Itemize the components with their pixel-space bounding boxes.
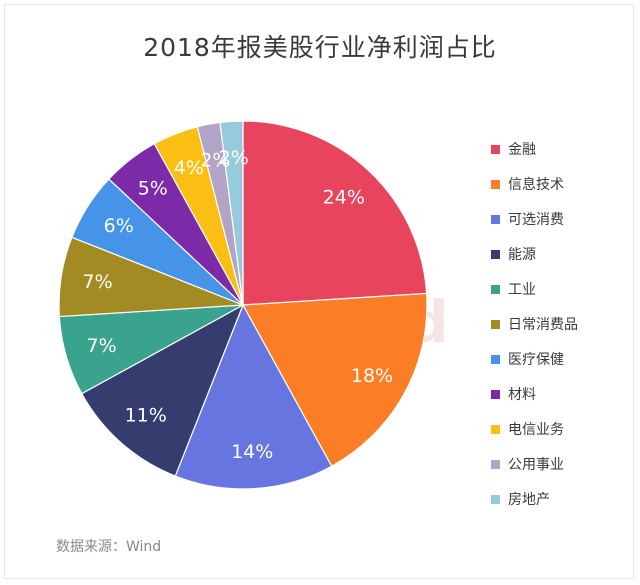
pie-data-label-3: 14% xyxy=(231,441,273,463)
pie-slice-4 xyxy=(80,303,245,477)
legend-label: 日常消费品 xyxy=(508,317,578,333)
chart-legend: 金融信息技术可选消费能源工业日常消费品医疗保健材料电信业务公用事业房地产 xyxy=(491,140,578,525)
pie-data-label-5: 7% xyxy=(87,335,117,357)
legend-label: 电信业务 xyxy=(508,422,564,438)
chart-title: 2018年报美股行业净利润占比 xyxy=(143,33,497,62)
pie-data-label-6: 7% xyxy=(83,271,113,293)
legend-swatch xyxy=(491,390,500,399)
legend-label: 信息技术 xyxy=(508,177,564,193)
legend-swatch xyxy=(491,425,500,434)
legend-item-8: 材料 xyxy=(491,385,578,420)
legend-swatch xyxy=(491,285,500,294)
legend-label: 能源 xyxy=(508,247,536,263)
pie-slice-1 xyxy=(242,120,428,306)
legend-item-9: 电信业务 xyxy=(491,420,578,455)
pie-data-label-7: 6% xyxy=(104,215,134,237)
legend-item-2: 信息技术 xyxy=(491,175,578,210)
legend-item-7: 医疗保健 xyxy=(491,350,578,385)
legend-item-5: 工业 xyxy=(491,280,578,315)
legend-swatch xyxy=(491,145,500,154)
legend-label: 材料 xyxy=(508,387,536,403)
legend-item-4: 能源 xyxy=(491,245,578,280)
pie-data-label-10: 2% xyxy=(200,149,230,171)
legend-label: 公用事业 xyxy=(508,457,564,473)
pie-data-label-2: 18% xyxy=(351,365,393,387)
legend-item-6: 日常消费品 xyxy=(491,315,578,350)
legend-label: 金融 xyxy=(508,142,536,158)
legend-swatch xyxy=(491,250,500,259)
legend-swatch xyxy=(491,495,500,504)
source-note: 数据来源：Wind xyxy=(56,539,162,555)
pie-slice-11 xyxy=(219,120,244,306)
pie-data-label-1: 24% xyxy=(323,187,365,209)
legend-swatch xyxy=(491,320,500,329)
pie-data-label-4: 11% xyxy=(125,404,167,426)
legend-item-1: 金融 xyxy=(491,140,578,175)
legend-label: 可选消费 xyxy=(508,212,564,228)
legend-swatch xyxy=(491,460,500,469)
pie-data-label-11: 2% xyxy=(219,147,249,169)
pie-data-label-8: 5% xyxy=(138,178,168,200)
legend-swatch xyxy=(491,180,500,189)
legend-label: 工业 xyxy=(508,282,536,298)
legend-item-10: 公用事业 xyxy=(491,455,578,490)
legend-label: 医疗保健 xyxy=(508,352,564,368)
pie-slice-2 xyxy=(242,292,428,468)
legend-swatch xyxy=(491,215,500,224)
pie-slice-3 xyxy=(174,303,333,490)
legend-item-11: 房地产 xyxy=(491,490,578,525)
legend-label: 房地产 xyxy=(508,492,550,508)
legend-item-3: 可选消费 xyxy=(491,210,578,245)
legend-swatch xyxy=(491,355,500,364)
pie-data-label-9: 4% xyxy=(174,157,204,179)
